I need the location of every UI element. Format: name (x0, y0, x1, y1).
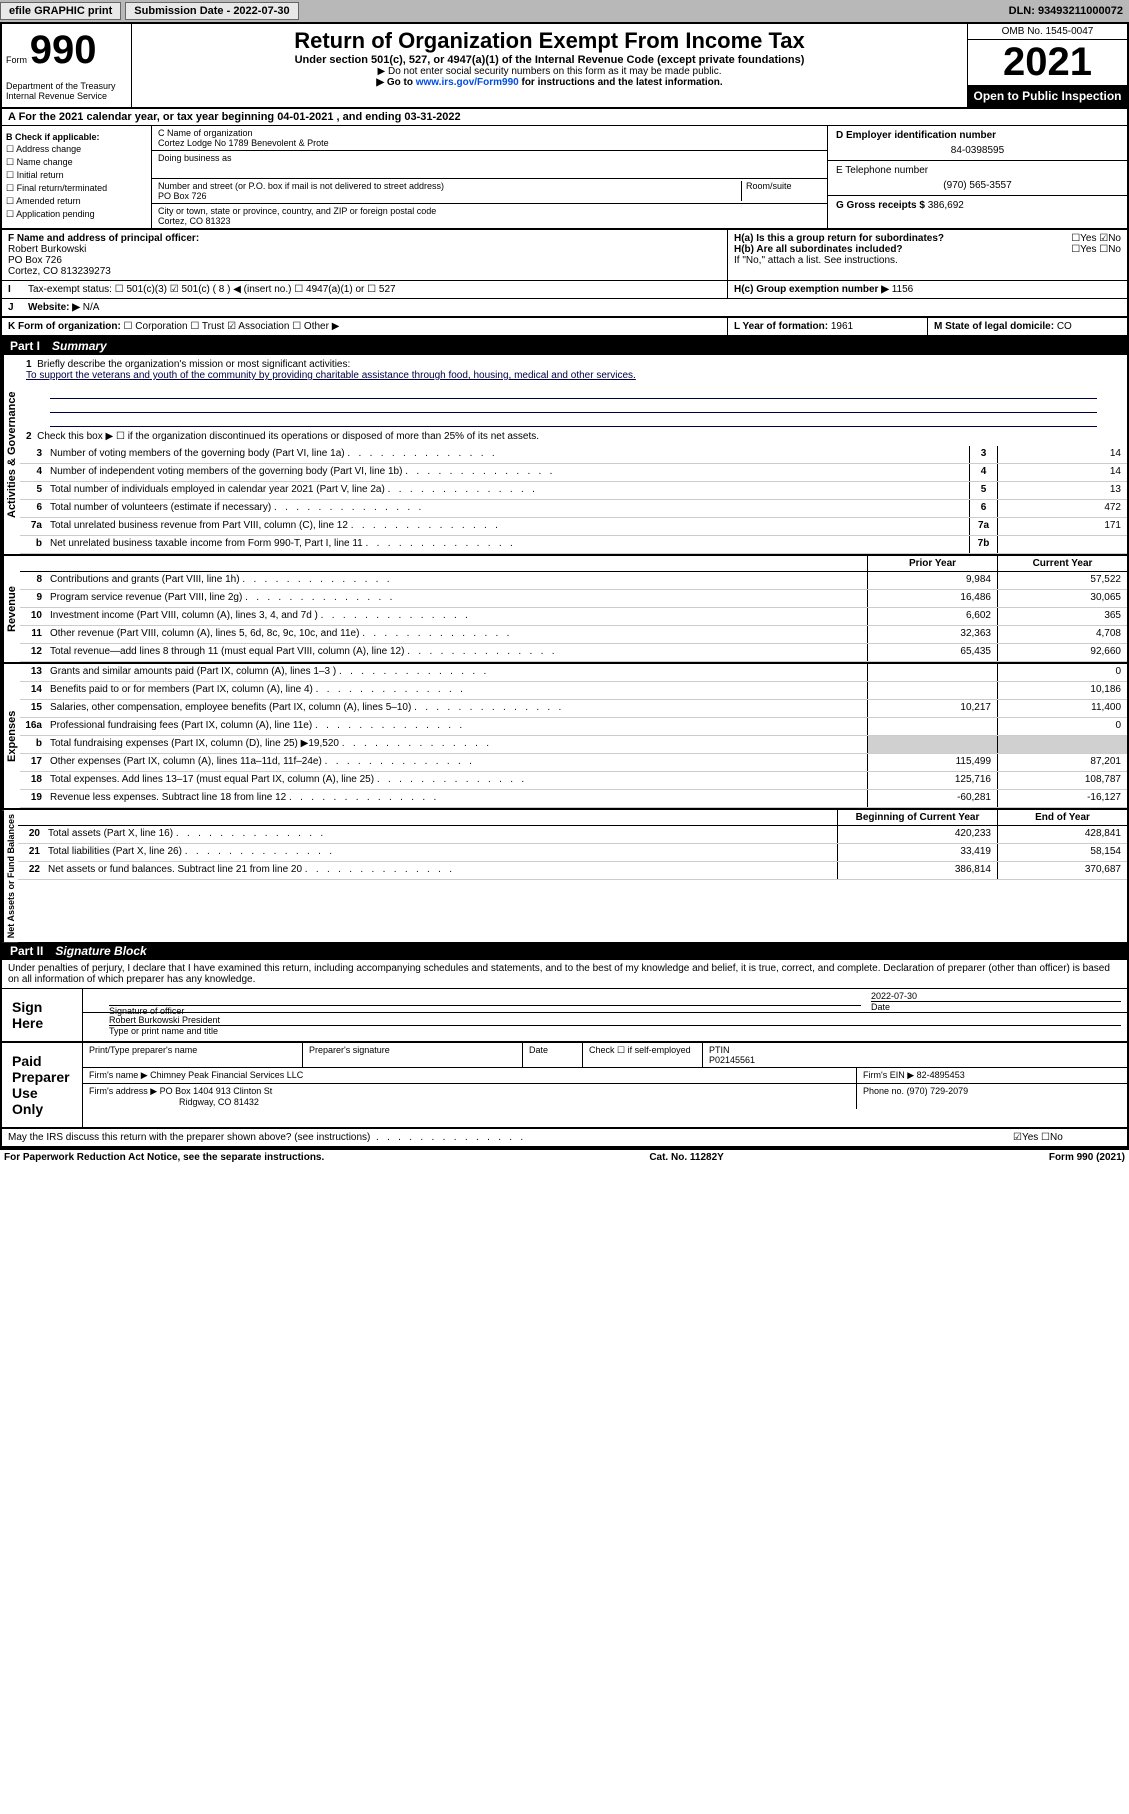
state-domicile: CO (1057, 321, 1072, 332)
box-i-label: Tax-exempt status: (28, 284, 112, 295)
line2: Check this box ▶ ☐ if the organization d… (37, 431, 539, 442)
side-revenue: Revenue (2, 556, 20, 662)
col-prior: Prior Year (867, 556, 997, 571)
col-current: Current Year (997, 556, 1127, 571)
firm-name: Chimney Peak Financial Services LLC (150, 1070, 303, 1080)
officer-addr: PO Box 726 (8, 255, 721, 266)
prep-name-label: Print/Type preparer's name (83, 1043, 303, 1067)
firm-phone: (970) 729-2079 (907, 1086, 969, 1096)
org-city: Cortez, CO 81323 (158, 216, 821, 226)
sign-here-label: Sign Here (2, 989, 82, 1041)
submission-date: Submission Date - 2022-07-30 (125, 2, 298, 20)
sig-date: 2022-07-30 (871, 991, 917, 1001)
part-2-header: Part II Signature Block (2, 942, 1127, 960)
firm-city: Ridgway, CO 81432 (89, 1097, 259, 1107)
prep-check: Check ☐ if self-employed (583, 1043, 703, 1067)
dept-label: Department of the Treasury Internal Reve… (6, 73, 127, 101)
group-exemption: 1156 (892, 284, 914, 295)
box-f-label: F Name and address of principal officer: (8, 233, 199, 244)
ptin-label: PTIN (709, 1045, 730, 1055)
firm-ein: 82-4895453 (917, 1070, 965, 1080)
subtitle-3: ▶ Go to www.irs.gov/Form990 for instruct… (136, 77, 963, 88)
irs-link[interactable]: www.irs.gov/Form990 (416, 77, 519, 88)
gross-receipts: 386,692 (928, 200, 964, 211)
paperwork-notice: For Paperwork Reduction Act Notice, see … (4, 1152, 324, 1163)
col-begin: Beginning of Current Year (837, 810, 997, 825)
form-title: Return of Organization Exempt From Incom… (136, 28, 963, 54)
hc-label: H(c) Group exemption number ▶ (734, 284, 889, 295)
box-b: B Check if applicable: ☐ Address change … (2, 126, 152, 228)
penalties-text: Under penalties of perjury, I declare th… (2, 960, 1127, 989)
dln-label: DLN: 93493211000072 (1009, 5, 1129, 17)
addr-label: Number and street (or P.O. box if mail i… (158, 181, 741, 191)
ptin-value: P02145561 (709, 1055, 755, 1065)
city-label: City or town, state or province, country… (158, 206, 821, 216)
side-net: Net Assets or Fund Balances (2, 810, 18, 942)
col-end: End of Year (997, 810, 1127, 825)
officer-name: Robert Burkowski (8, 244, 721, 255)
box-g-label: G Gross receipts $ (836, 200, 925, 211)
room-label: Room/suite (741, 181, 821, 201)
top-bar: efile GRAPHIC print Submission Date - 20… (0, 0, 1129, 22)
year-formation: 1961 (831, 321, 853, 332)
ein: 84-0398595 (836, 145, 1119, 156)
form-number: 990 (30, 28, 97, 72)
org-name: Cortez Lodge No 1789 Benevolent & Prote (158, 138, 821, 148)
firm-addr: PO Box 1404 913 Clinton St (160, 1086, 273, 1096)
side-governance: Activities & Governance (2, 355, 20, 554)
mission-text: To support the veterans and youth of the… (26, 370, 636, 381)
box-c-label: C Name of organization (158, 128, 821, 138)
hb-label: H(b) Are all subordinates included? (734, 244, 903, 255)
paid-preparer-label: Paid Preparer Use Only (2, 1043, 82, 1127)
open-public-label: Open to Public Inspection (968, 85, 1127, 107)
side-expenses: Expenses (2, 664, 20, 808)
prep-sig-label: Preparer's signature (303, 1043, 523, 1067)
box-e-label: E Telephone number (836, 165, 928, 176)
phone: (970) 565-3557 (836, 180, 1119, 191)
tax-year: 2021 (968, 40, 1127, 85)
box-j-label: Website: ▶ (28, 302, 80, 313)
omb-number: OMB No. 1545-0047 (968, 24, 1127, 40)
dba-label: Doing business as (158, 153, 232, 176)
part-1-header: Part I Summary (2, 337, 1127, 355)
type-name-label: Type or print name and title (109, 1025, 1121, 1036)
line1-label: Briefly describe the organization's miss… (37, 359, 350, 370)
sig-date-label: Date (871, 1001, 1121, 1012)
box-m-label: M State of legal domicile: (934, 321, 1054, 332)
discuss-label: May the IRS discuss this return with the… (2, 1129, 1007, 1146)
tax-year-line: A For the 2021 calendar year, or tax yea… (2, 109, 1127, 126)
prep-date-label: Date (523, 1043, 583, 1067)
box-l-label: L Year of formation: (734, 321, 828, 332)
officer-city: Cortez, CO 813239273 (8, 266, 721, 277)
officer-sig-name: Robert Burkowski President (109, 1015, 220, 1025)
form-prefix: Form (6, 55, 27, 65)
website: N/A (83, 302, 100, 313)
cat-number: Cat. No. 11282Y (649, 1152, 723, 1163)
ha-label: H(a) Is this a group return for subordin… (734, 233, 944, 244)
subtitle-1: Under section 501(c), 527, or 4947(a)(1)… (136, 54, 963, 66)
org-address: PO Box 726 (158, 191, 741, 201)
hb-note: If "No," attach a list. See instructions… (734, 255, 1121, 266)
box-k-label: K Form of organization: (8, 321, 121, 332)
subtitle-2: ▶ Do not enter social security numbers o… (136, 66, 963, 77)
form-footer: Form 990 (2021) (1049, 1152, 1125, 1163)
form-990: Form 990 Department of the Treasury Inte… (0, 22, 1129, 1150)
box-d-label: D Employer identification number (836, 130, 996, 141)
efile-button[interactable]: efile GRAPHIC print (0, 2, 121, 20)
